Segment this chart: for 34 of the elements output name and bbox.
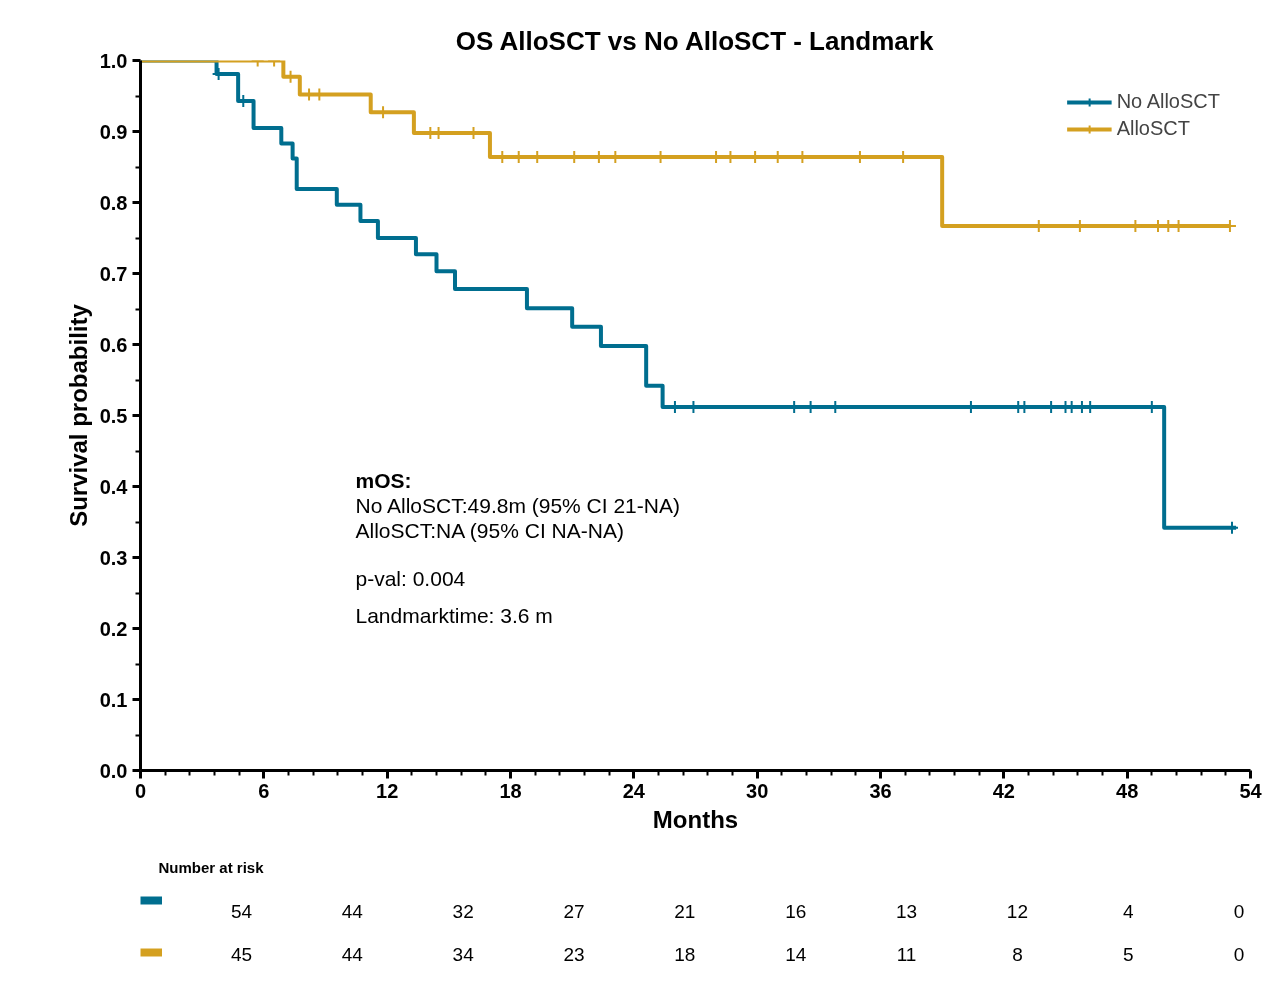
legend-label: AlloSCT xyxy=(1116,117,1190,140)
x-tick-label: 48 xyxy=(1116,779,1139,802)
y-tick-label: 0.2 xyxy=(99,617,128,640)
y-tick-label: 0.4 xyxy=(99,475,129,498)
y-tick-label: 0.5 xyxy=(99,404,128,427)
y-tick-label: 1.0 xyxy=(99,49,128,72)
chart-title: OS AlloSCT vs No AlloSCT - Landmark xyxy=(455,25,934,56)
text: Number at risk xyxy=(158,859,265,877)
text: 45 44 34 23 18 14 11 8 5 0 xyxy=(230,944,1245,965)
text: 54 44 32 27 21 16 13 12 4 0 xyxy=(230,900,1245,922)
annotation: mOS: xyxy=(355,469,412,492)
y-tick-label: 0.7 xyxy=(99,262,128,285)
y-tick-label: 0.9 xyxy=(99,120,128,143)
y-tick-label: 0.3 xyxy=(99,546,128,569)
annotation: p-val: 0.004 xyxy=(355,567,466,590)
annotation: AlloSCT:NA (95% CI NA-NA) xyxy=(355,519,624,542)
x-tick-label: 54 xyxy=(1239,779,1263,802)
y-tick-label: 0.0 xyxy=(99,759,128,782)
x-tick-label: 12 xyxy=(376,779,399,802)
x-tick-label: 42 xyxy=(992,779,1015,802)
x-axis-title: Months xyxy=(652,805,739,833)
annotation: Landmarktime: 3.6 m xyxy=(355,604,553,627)
legend-label: No AlloSCT xyxy=(1116,90,1220,113)
x-tick-label: 0 xyxy=(134,779,147,802)
x-tick-label: 18 xyxy=(499,779,522,802)
x-tick-label: 36 xyxy=(869,779,892,802)
x-tick-label: 6 xyxy=(258,779,270,802)
y-axis-title: Survival probability xyxy=(64,303,92,527)
x-tick-label: 24 xyxy=(622,779,646,802)
y-tick-label: 0.6 xyxy=(99,333,128,356)
annotation: No AlloSCT:49.8m (95% CI 21-NA) xyxy=(355,494,680,517)
y-tick-label: 0.1 xyxy=(99,688,128,711)
x-tick-label: 30 xyxy=(746,779,769,802)
y-tick-label: 0.8 xyxy=(99,191,128,214)
